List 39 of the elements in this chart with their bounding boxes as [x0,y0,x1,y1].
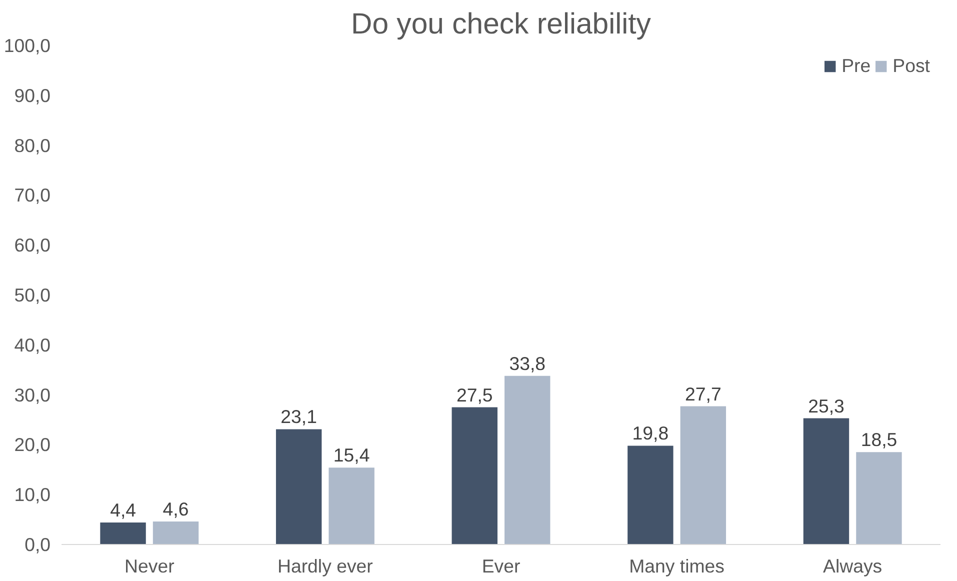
y-tick-label: 60,0 [14,234,50,256]
bar [152,522,199,544]
bar [452,407,498,544]
data-label: 23,1 [280,406,317,428]
x-tick-label: Never [124,556,174,576]
bar [803,418,850,544]
bar [276,429,322,544]
y-tick-label: 50,0 [14,284,50,306]
x-tick-label: Hardly ever [278,556,373,576]
y-tick-label: 90,0 [14,84,50,106]
bar [680,406,726,544]
legend-label: Post [892,55,930,77]
y-tick-label: 80,0 [14,134,50,156]
data-label: 4,6 [162,498,189,520]
x-tick-label: Many times [629,556,724,576]
x-tick-label: Always [823,556,882,576]
data-label: 33,8 [509,352,546,374]
bar [328,468,374,544]
chart-title: Do you check reliability [351,8,652,40]
y-tick-label: 20,0 [14,434,50,456]
bar [100,522,146,544]
data-label: 4,4 [110,500,136,521]
data-label: 25,3 [808,395,844,416]
data-label: 27,7 [685,383,722,404]
data-label: 18,5 [860,429,898,450]
bar [504,376,550,544]
data-label: 19,8 [632,422,669,444]
data-label: 15,4 [333,444,370,466]
y-tick-label: 10,0 [14,484,50,506]
y-tick-label: 0,0 [24,534,51,555]
bar [628,446,674,544]
data-label: 27,5 [456,384,493,406]
x-tick-label: Ever [482,556,520,576]
y-tick-label: 30,0 [14,384,50,406]
legend-label: Pre [842,55,871,77]
y-tick-label: 70,0 [14,184,50,206]
bar [856,452,902,544]
y-tick-label: 40,0 [14,334,50,356]
y-tick-label: 100,0 [4,35,50,56]
